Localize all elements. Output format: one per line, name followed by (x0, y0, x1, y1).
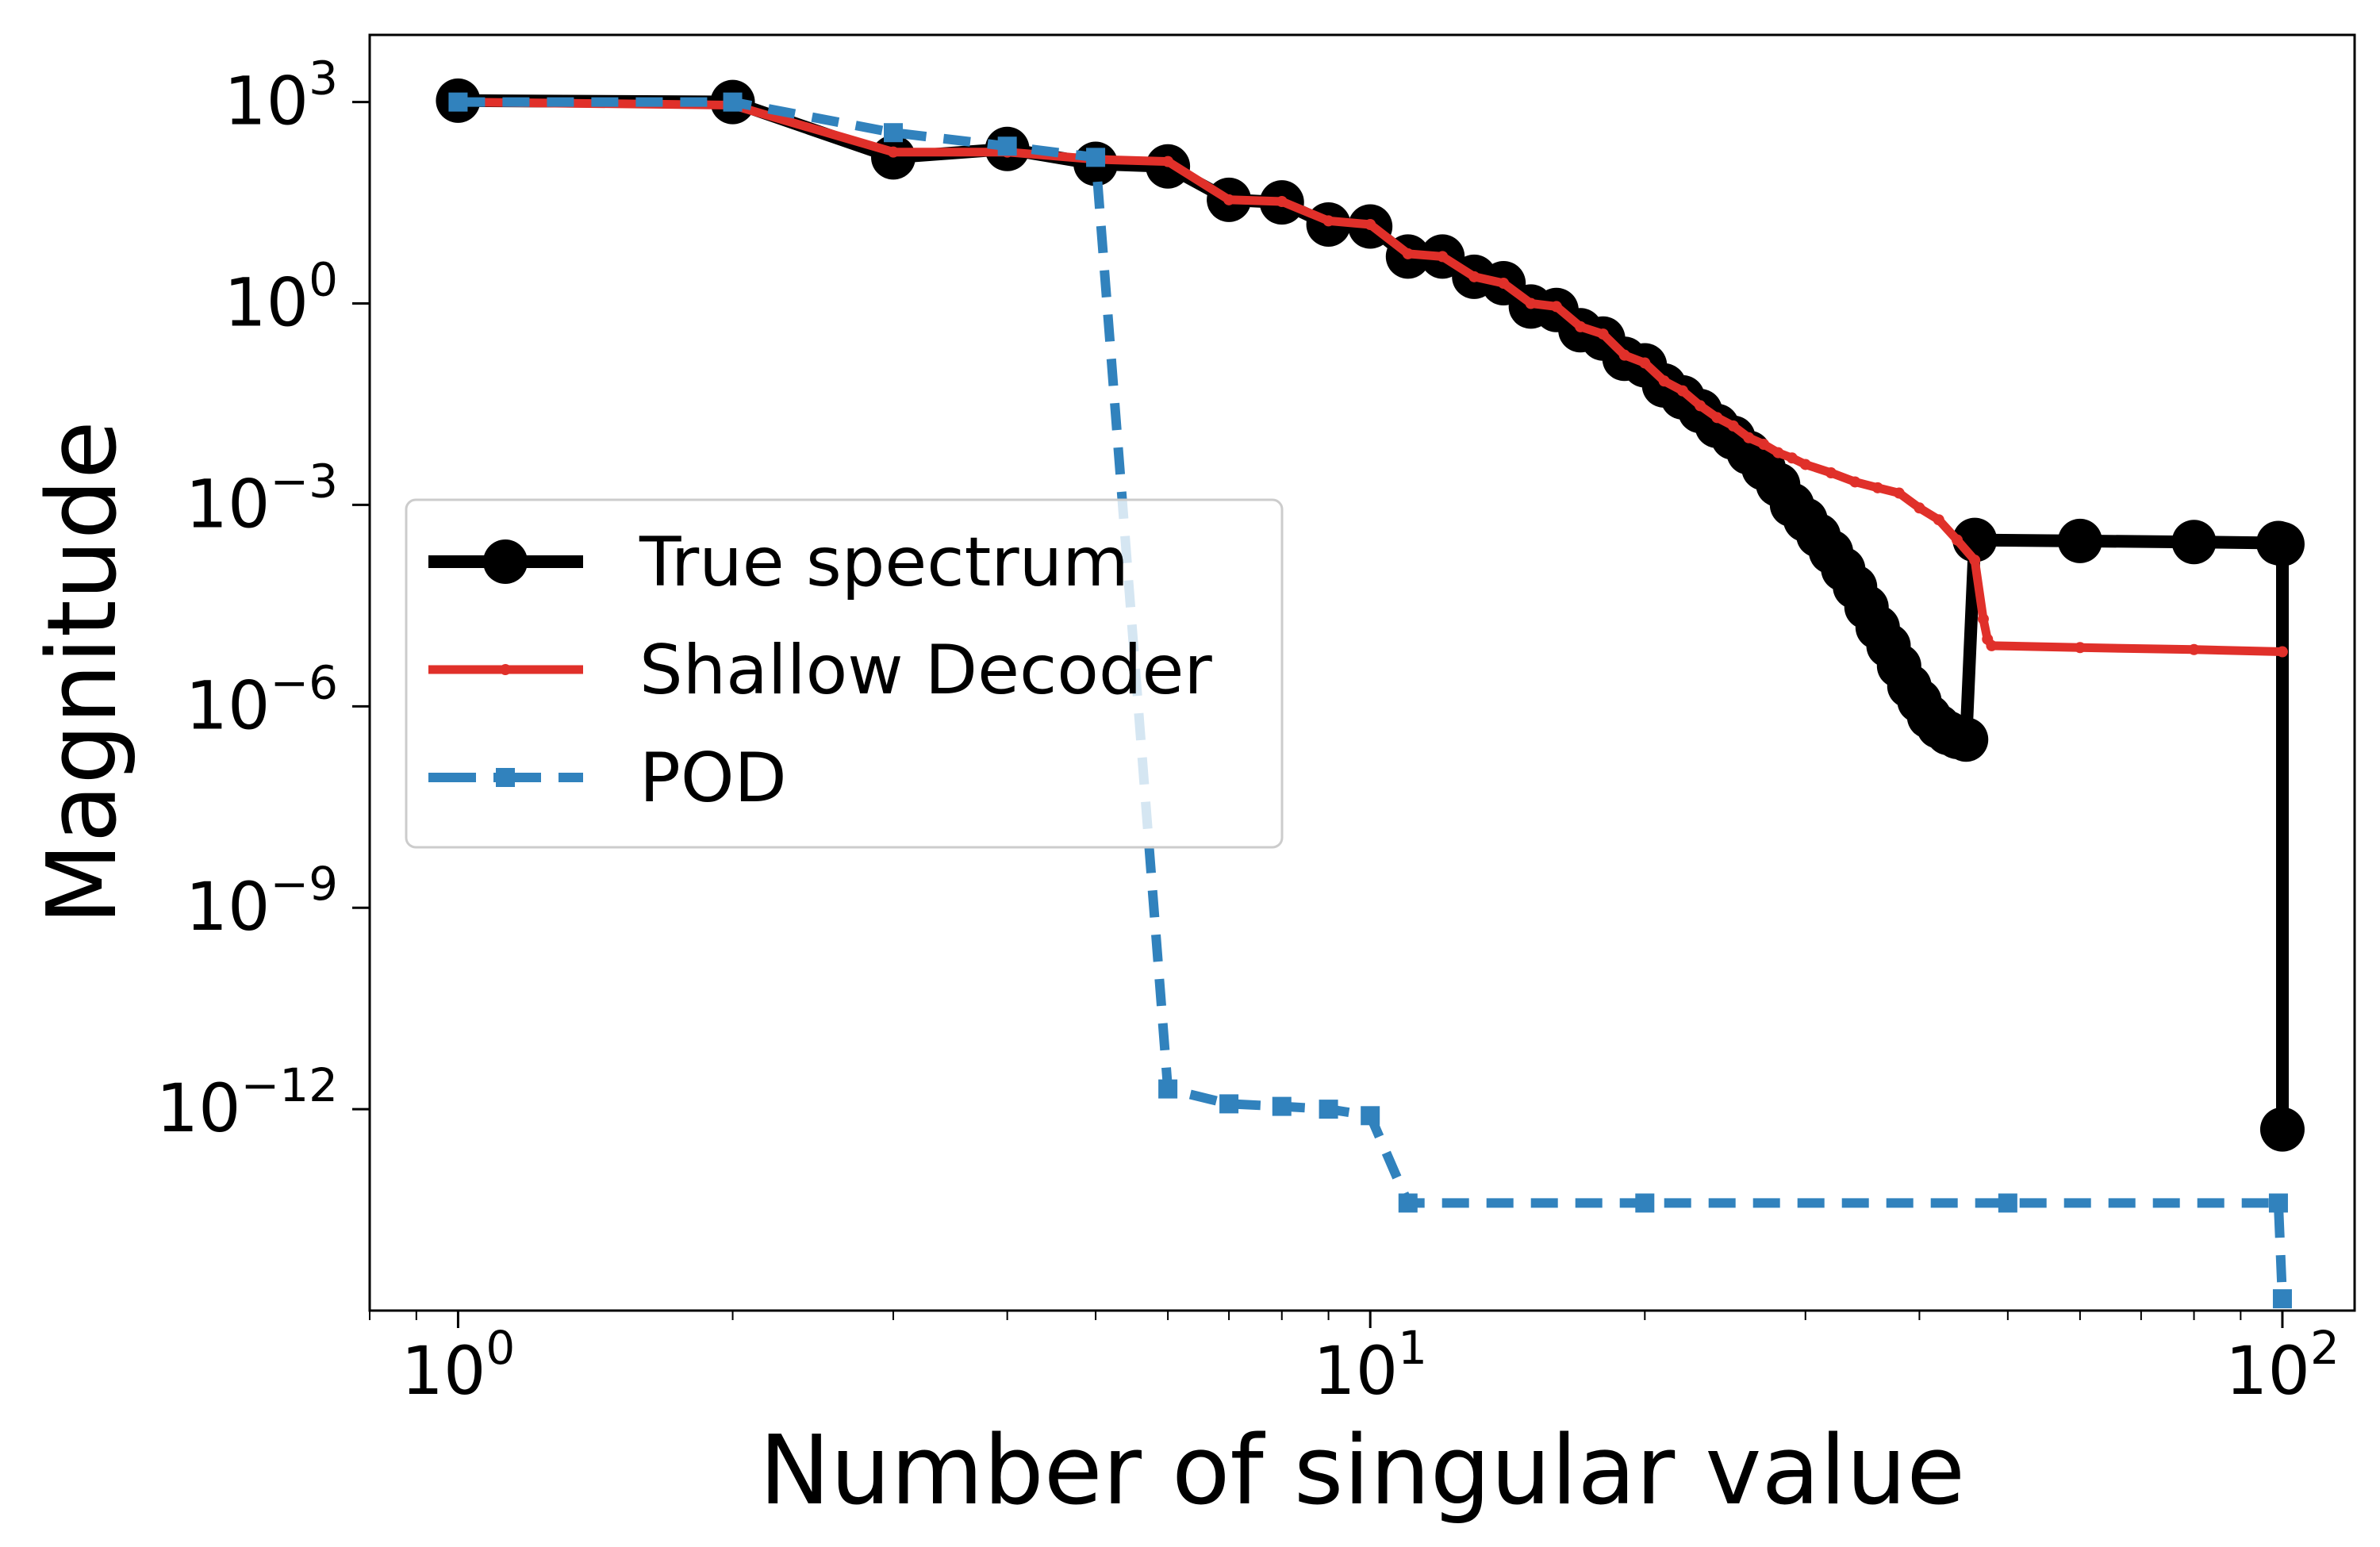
series-1-point-14 (1525, 298, 1537, 309)
series-1 (452, 96, 2288, 658)
series-2-point-12 (1998, 1193, 2017, 1213)
series-1-point-7 (1276, 196, 1288, 208)
series-1-point-28 (1786, 452, 1798, 464)
series-1-point-26 (1758, 438, 1770, 450)
series-1-point-13 (1498, 278, 1510, 290)
x-tick-label-0: 100 (401, 1321, 516, 1410)
series-1-point-29 (1799, 459, 1811, 470)
series-2-point-5 (1158, 1079, 1178, 1099)
series-1-point-23 (1711, 412, 1723, 424)
legend-label-0: True spectrum (639, 523, 1129, 602)
x-tick-label-1: 101 (1313, 1321, 1427, 1410)
legend-box (405, 498, 1284, 849)
series-1-point-35 (1933, 514, 1944, 526)
series-2-point-13 (2268, 1193, 2288, 1213)
series-2-point-4 (1086, 148, 1106, 167)
legend-marker-1 (500, 664, 511, 675)
series-2-point-11 (1635, 1193, 1655, 1213)
series-1-point-20 (1658, 375, 1670, 387)
y-tick-label-2: 10−3 (186, 454, 338, 543)
legend-label-2: POD (639, 739, 787, 818)
series-1-point-17 (1597, 328, 1609, 340)
plot-area-frame (368, 33, 2356, 1312)
series-1-point-42 (2188, 643, 2200, 655)
series-2-point-1 (723, 92, 743, 112)
series-2-point-3 (997, 136, 1017, 156)
x-tick-label-2: 102 (2225, 1321, 2340, 1410)
series-1-point-40 (1986, 639, 1998, 651)
series-1-point-19 (1639, 357, 1651, 369)
series-layer (436, 78, 2305, 1309)
x-axis-label: Number of singular value (759, 1416, 1965, 1526)
series-1-point-8 (1322, 215, 1334, 227)
series-1-point-38 (1977, 613, 1989, 625)
series-1-point-43 (2276, 646, 2288, 658)
y-tick-label-3: 10−6 (186, 655, 338, 744)
legend-marker-0 (483, 539, 528, 584)
series-2-point-6 (1219, 1094, 1239, 1114)
y-tick-label-1: 100 (224, 253, 338, 342)
y-tick-label-5: 10−12 (156, 1058, 338, 1147)
series-1-point-36 (1952, 534, 1964, 546)
series-1-point-5 (1162, 155, 1174, 167)
series-1-point-25 (1743, 432, 1755, 443)
series-1-point-11 (1437, 251, 1449, 263)
y-tick-label-4: 10−9 (186, 857, 338, 946)
series-1-point-21 (1676, 385, 1688, 397)
series-0-point-47 (2171, 520, 2217, 565)
axes-layer: 100 101 102 103 100 10−3 10−6 10−9 10−12 (156, 52, 2340, 1410)
series-0-point-50 (2259, 1107, 2305, 1152)
series-1-point-34 (1914, 502, 1925, 514)
series-2-point-14 (2272, 1289, 2292, 1309)
series-0-point-46 (2057, 518, 2102, 563)
series-1-point-41 (2074, 642, 2086, 654)
series-2-point-10 (1398, 1193, 1418, 1213)
series-1-point-32 (1871, 482, 1883, 493)
series-1-point-30 (1825, 467, 1837, 479)
legend-marker-2 (496, 768, 515, 787)
series-1-point-10 (1402, 248, 1414, 259)
series-1-point-18 (1618, 349, 1630, 361)
series-1-point-16 (1575, 321, 1587, 332)
legend-label-1: Shallow Decoder (639, 631, 1212, 710)
series-2 (448, 92, 2292, 1309)
series-1-point-2 (888, 146, 900, 158)
series-1-point-15 (1550, 301, 1562, 313)
series-1-point-9 (1365, 218, 1376, 230)
series-2-point-9 (1361, 1106, 1380, 1126)
series-1-point-37 (1969, 555, 1981, 566)
series-1-point-27 (1772, 447, 1784, 459)
series-0-point-44 (1944, 717, 1989, 762)
y-axis-label: Magnitude (28, 420, 138, 925)
series-1-point-12 (1468, 271, 1480, 282)
series-1-point-6 (1223, 194, 1235, 205)
y-tick-label-0: 103 (224, 52, 338, 140)
series-0-point-49 (2259, 521, 2305, 566)
series-1-point-33 (1893, 487, 1905, 499)
series-2-point-7 (1272, 1096, 1292, 1116)
legend: True spectrum Shallow Decoder POD (405, 498, 1284, 849)
series-1-point-24 (1727, 420, 1739, 432)
series-2-point-8 (1319, 1100, 1338, 1119)
series-2-point-2 (884, 123, 904, 143)
series-1-point-31 (1849, 476, 1861, 488)
series-1-point-22 (1695, 400, 1706, 412)
series-2-point-0 (448, 92, 468, 112)
